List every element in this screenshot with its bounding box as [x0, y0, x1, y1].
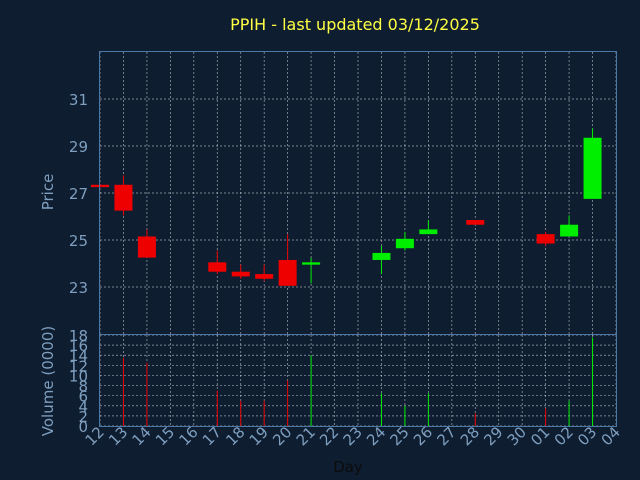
- price-y-tick-label: 29: [69, 138, 88, 156]
- volume-y-tick-label: 14: [69, 347, 88, 365]
- candle-body: [255, 274, 274, 279]
- volume-axis-label: Volume (0000): [39, 326, 57, 436]
- volume-y-tick-label: 16: [69, 337, 88, 355]
- candle-body: [560, 224, 579, 237]
- candle-body: [466, 220, 485, 225]
- candle-body: [114, 184, 133, 211]
- volume-y-tick-label: 4: [78, 398, 88, 416]
- candle-body: [137, 236, 156, 258]
- volume-panel-frame: [99, 334, 617, 427]
- price-y-tick-label: 25: [69, 232, 88, 250]
- candle-body: [419, 229, 438, 235]
- volume-y-tick-label: 0: [78, 418, 88, 436]
- x-tick-labels: 1213141516171819202122232425262728293001…: [82, 423, 624, 449]
- candle-body: [395, 238, 414, 249]
- x-axis-label: Day: [333, 458, 363, 476]
- volume-y-tick-label: 8: [78, 378, 88, 396]
- volume-y-tick-label: 18: [69, 327, 88, 345]
- candle-body: [208, 262, 227, 272]
- candle-body: [231, 271, 250, 277]
- chart-title: PPIH - last updated 03/12/2025: [230, 15, 480, 34]
- price-y-tick-label: 23: [69, 279, 88, 297]
- candle-body: [372, 252, 391, 260]
- volume-y-tick-label: 12: [69, 357, 88, 375]
- volume-bars: [122, 337, 594, 426]
- candle-body: [583, 137, 602, 199]
- price-y-tick-label: 31: [69, 91, 88, 109]
- candle-body: [536, 234, 555, 244]
- price-candles: [91, 128, 602, 286]
- candle-body: [302, 262, 321, 265]
- price-y-tick-label: 27: [69, 185, 88, 203]
- price-axis-label: Price: [39, 174, 57, 211]
- volume-y-tick-label: 2: [78, 408, 88, 426]
- price-y-tick-labels: 23 25 27 29 31: [69, 91, 88, 297]
- volume-y-tick-label: 10: [69, 367, 88, 385]
- candle-body: [278, 259, 297, 286]
- volume-y-tick-label: 6: [78, 388, 88, 406]
